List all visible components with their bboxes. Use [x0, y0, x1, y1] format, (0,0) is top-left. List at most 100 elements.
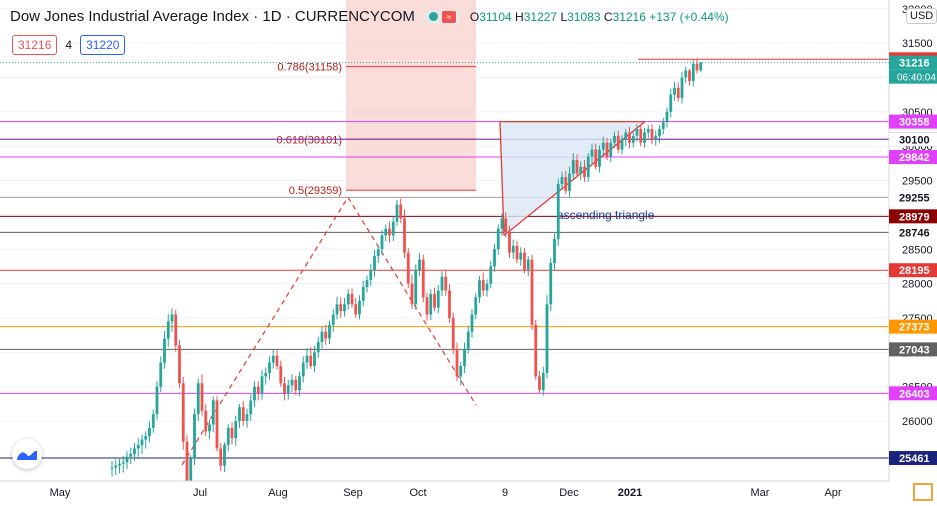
candle-body [605, 142, 609, 157]
candle-body [583, 166, 586, 178]
candle-body [530, 259, 534, 325]
level-axis-tag [889, 263, 937, 278]
candle-body [358, 300, 361, 315]
candle-body [163, 338, 166, 363]
level-axis-tag [889, 225, 937, 240]
candle-body [695, 63, 699, 71]
candle-body [410, 283, 414, 305]
candle-body [294, 379, 298, 391]
fib-level-label: 0.618(30101) [277, 134, 342, 146]
candle-body [673, 87, 676, 95]
candle-body [459, 366, 463, 377]
tradingview-logo-icon[interactable] [12, 439, 42, 469]
candle-body [654, 135, 658, 140]
candle-body [579, 166, 583, 174]
level-axis-label: 31216 [899, 58, 930, 70]
candle-body [609, 142, 613, 157]
candle-body [271, 355, 275, 363]
candle-body [189, 458, 193, 483]
candle-body [298, 376, 301, 391]
candle-body [414, 269, 418, 305]
level-axis-label: 29255 [899, 192, 930, 204]
price-tick-label: 31500 [902, 38, 933, 50]
candle-body [166, 321, 170, 339]
candle-body [226, 427, 230, 446]
candle-body [594, 149, 598, 167]
candle-body [219, 448, 223, 466]
candles [110, 58, 703, 489]
candle-body [159, 362, 163, 387]
settings-icon[interactable] [913, 483, 933, 501]
candle-body [571, 159, 575, 174]
candle-body [309, 355, 313, 367]
candle-body [249, 400, 253, 415]
candle-body [335, 304, 339, 315]
candle-body [436, 290, 440, 308]
candle-body [245, 414, 249, 421]
candle-body [519, 252, 523, 260]
candle-body [346, 293, 350, 305]
price-tick-label: 28000 [902, 279, 933, 291]
fib-level-label: 0.786(31158) [277, 62, 342, 74]
time-tick-label: 9 [502, 487, 508, 499]
candle-body [586, 156, 590, 178]
candle-body [474, 297, 478, 315]
candle-body [676, 87, 680, 99]
candle-body [185, 441, 189, 483]
price-tick-label: 26000 [902, 416, 933, 428]
candle-body [238, 407, 241, 421]
triangle-side-line [499, 121, 505, 236]
candle-body [260, 376, 264, 394]
sell-button[interactable]: 31216 [12, 35, 58, 55]
level-axis-tag [889, 386, 937, 401]
candle-body [440, 276, 444, 291]
price-tick-label: 28500 [902, 244, 933, 256]
candle-body [658, 129, 661, 136]
candle-body [496, 228, 500, 250]
candle-body [523, 252, 526, 270]
candle-body [373, 256, 376, 270]
candle-body [691, 63, 695, 81]
level-axis-tag [889, 319, 937, 334]
buy-button[interactable]: 31220 [80, 35, 126, 55]
candle-body [504, 218, 508, 233]
candle-body [148, 427, 151, 437]
candle-body [264, 372, 268, 377]
candle-body [624, 132, 628, 140]
candle-body [343, 304, 346, 312]
candle-body [635, 129, 639, 136]
time-tick-label: Dec [559, 487, 579, 499]
countdown-label: 06:40:04 [897, 73, 936, 84]
candle-body [541, 372, 545, 391]
swing-lines [181, 196, 477, 466]
candle-body [661, 122, 665, 130]
candle-body [234, 421, 238, 439]
fib-zone [346, 0, 476, 191]
candle-body [320, 331, 324, 342]
level-axis-tag [889, 114, 937, 129]
candle-body [399, 204, 403, 219]
candle-body [538, 376, 541, 391]
candle-body [534, 324, 538, 377]
eye-icon[interactable]: ≈ [424, 9, 460, 24]
candle-body [466, 331, 470, 349]
candle-body [121, 462, 125, 464]
spread-value: 4 [65, 38, 73, 52]
candle-body [339, 304, 343, 312]
candle-body [455, 348, 459, 377]
level-axis-label: 25461 [899, 453, 930, 465]
candle-body [601, 142, 605, 150]
candle-body [688, 70, 691, 81]
candle-body [545, 304, 549, 373]
candle-body [590, 149, 594, 157]
candle-body [680, 77, 684, 99]
candle-body [485, 283, 489, 291]
candle-body [500, 218, 504, 229]
symbol-title[interactable]: Dow Jones Industrial Average Index · 1D … [10, 8, 415, 25]
price-axis-bg [889, 0, 937, 504]
currency-button[interactable]: USD [906, 8, 937, 24]
candle-body [463, 348, 466, 367]
candle-body [290, 379, 294, 386]
candle-body [620, 139, 624, 150]
